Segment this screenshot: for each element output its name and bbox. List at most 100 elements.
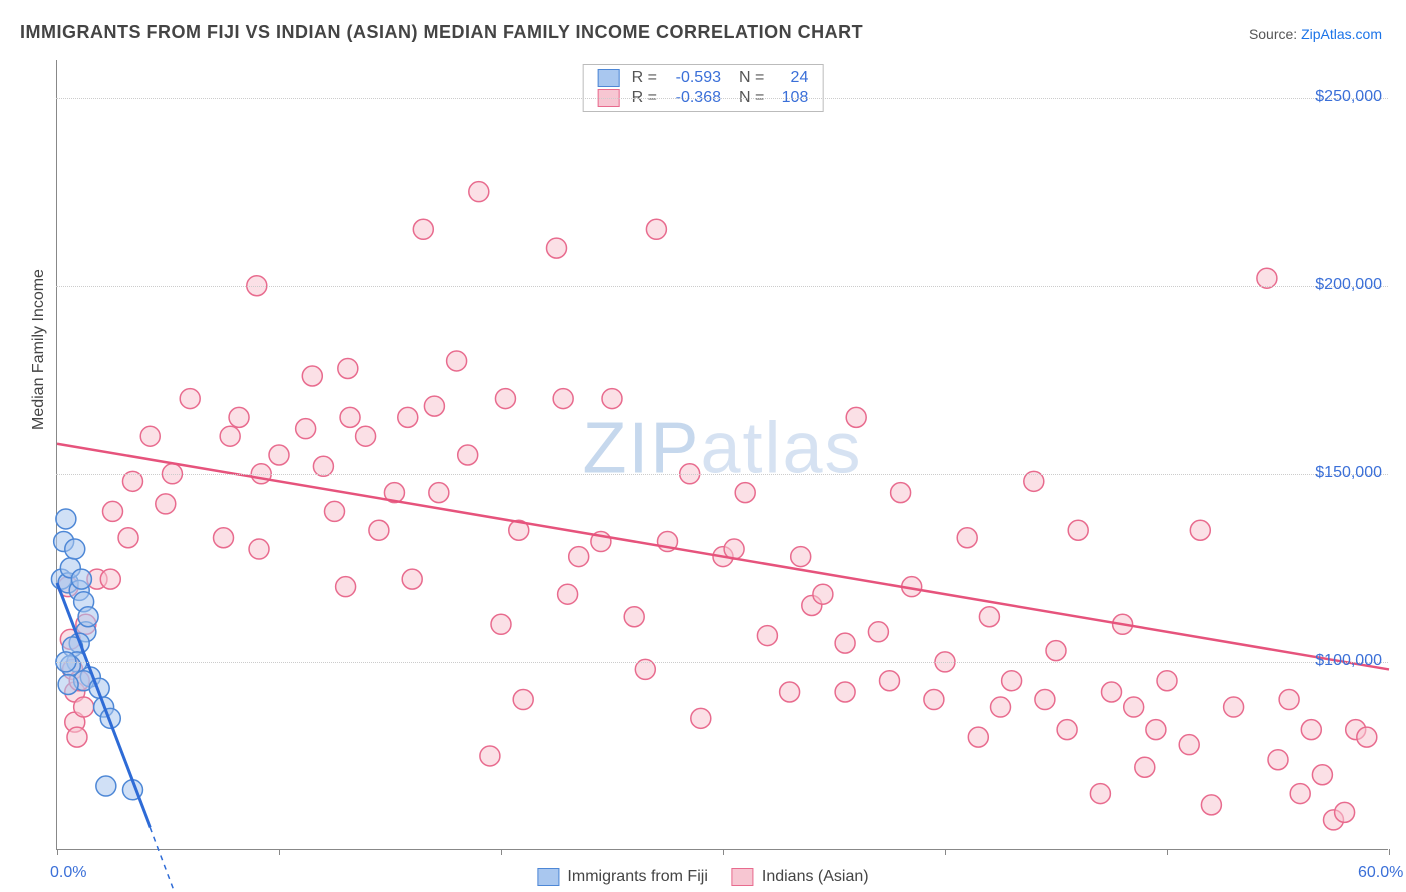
r-value: -0.593: [665, 69, 721, 87]
indian-point: [413, 219, 433, 239]
x-tick: [57, 849, 58, 855]
indian-point: [480, 746, 500, 766]
indian-point: [880, 671, 900, 691]
indian-point: [1102, 682, 1122, 702]
indian-point: [1057, 720, 1077, 740]
gridline: [56, 474, 1388, 475]
indian-point: [1268, 750, 1288, 770]
x-tick: [501, 849, 502, 855]
indian-point: [1146, 720, 1166, 740]
indian-point: [220, 426, 240, 446]
fiji-point: [71, 569, 91, 589]
page-title: IMMIGRANTS FROM FIJI VS INDIAN (ASIAN) M…: [20, 22, 863, 43]
n-label: N =: [739, 69, 764, 87]
source-link[interactable]: ZipAtlas.com: [1301, 26, 1382, 42]
indian-point: [1179, 735, 1199, 755]
indian-point: [991, 697, 1011, 717]
indian-point: [447, 351, 467, 371]
x-tick-label: 0.0%: [50, 864, 86, 882]
fiji-trendline-ext: [150, 827, 201, 892]
indian-point: [336, 577, 356, 597]
gridline: [56, 662, 1388, 663]
x-tick: [1167, 849, 1168, 855]
x-tick: [723, 849, 724, 855]
stats-row-fiji: R =-0.593N =24: [598, 69, 809, 87]
indian-point: [1035, 690, 1055, 710]
indian-point: [513, 690, 533, 710]
indian-point: [491, 614, 511, 634]
stats-legend: R =-0.593N =24R =-0.368N =108: [583, 64, 824, 112]
indian-point: [458, 445, 478, 465]
legend-label: Indians (Asian): [762, 868, 869, 886]
indian-point: [1279, 690, 1299, 710]
indian-point: [891, 483, 911, 503]
indian-point: [296, 419, 316, 439]
indian-point: [429, 483, 449, 503]
y-tick-label: $200,000: [1315, 276, 1382, 294]
indian-point: [180, 389, 200, 409]
indian-point: [118, 528, 138, 548]
indian-point: [558, 584, 578, 604]
indian-point: [140, 426, 160, 446]
r-label: R =: [632, 69, 657, 87]
indian-point: [338, 358, 358, 378]
indian-point: [1224, 697, 1244, 717]
indian-point: [757, 626, 777, 646]
fiji-point: [58, 674, 78, 694]
x-tick: [279, 849, 280, 855]
y-tick-label: $100,000: [1315, 652, 1382, 670]
indian-point: [569, 547, 589, 567]
indian-point: [1201, 795, 1221, 815]
fiji-point: [96, 776, 116, 796]
indian-point: [340, 407, 360, 427]
indian-point: [1357, 727, 1377, 747]
chart-svg: [57, 60, 1388, 849]
indian-swatch: [732, 868, 754, 886]
indian-point: [302, 366, 322, 386]
fiji-point: [65, 539, 85, 559]
indian-point: [269, 445, 289, 465]
indian-point: [602, 389, 622, 409]
y-tick-label: $250,000: [1315, 88, 1382, 106]
y-tick-label: $150,000: [1315, 464, 1382, 482]
indian-point: [1135, 757, 1155, 777]
indian-point: [1002, 671, 1022, 691]
legend-item-indian: Indians (Asian): [732, 868, 869, 886]
indian-point: [968, 727, 988, 747]
indian-point: [249, 539, 269, 559]
indian-point: [495, 389, 515, 409]
indian-point: [735, 483, 755, 503]
indian-point: [156, 494, 176, 514]
indian-point: [1068, 520, 1088, 540]
chart-plot-area: ZIPatlas: [56, 60, 1388, 850]
indian-point: [214, 528, 234, 548]
indian-point: [356, 426, 376, 446]
indian-point: [1157, 671, 1177, 691]
x-tick: [1389, 849, 1390, 855]
indian-point: [780, 682, 800, 702]
fiji-swatch: [598, 69, 620, 87]
indian-point: [1046, 641, 1066, 661]
y-axis-label: Median Family Income: [30, 269, 48, 430]
indian-point: [1124, 697, 1144, 717]
gridline: [56, 98, 1388, 99]
indian-point: [74, 697, 94, 717]
indian-point: [369, 520, 389, 540]
indian-point: [1335, 802, 1355, 822]
indian-point: [67, 727, 87, 747]
indian-point: [835, 633, 855, 653]
indian-point: [979, 607, 999, 627]
indian-point: [553, 389, 573, 409]
indian-point: [325, 501, 345, 521]
legend-item-fiji: Immigrants from Fiji: [537, 868, 707, 886]
indian-point: [229, 407, 249, 427]
indian-point: [791, 547, 811, 567]
gridline: [56, 286, 1388, 287]
indian-point: [1301, 720, 1321, 740]
indian-point: [1090, 784, 1110, 804]
fiji-swatch: [537, 868, 559, 886]
indian-point: [957, 528, 977, 548]
indian-point: [402, 569, 422, 589]
indian-point: [691, 708, 711, 728]
source-label: Source:: [1249, 26, 1297, 42]
